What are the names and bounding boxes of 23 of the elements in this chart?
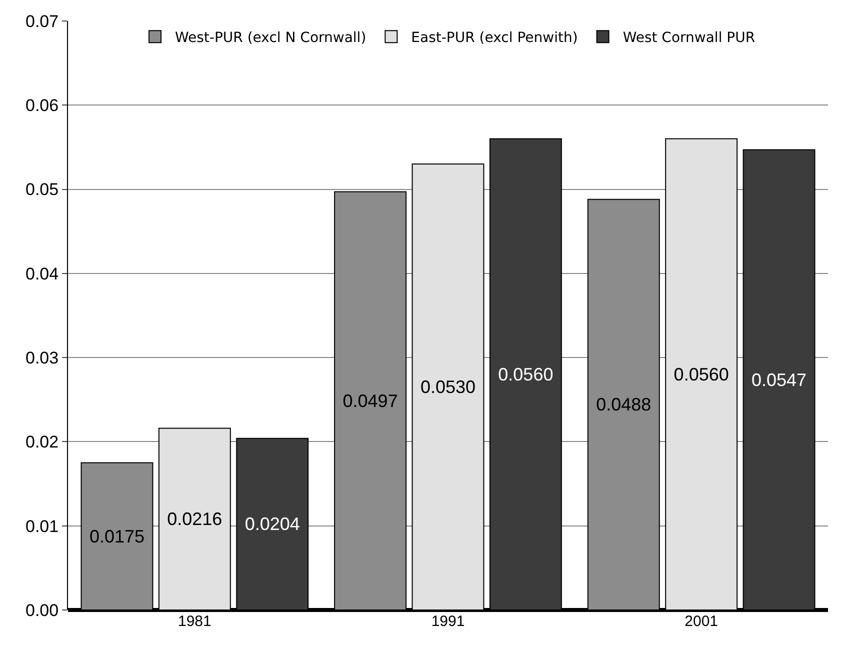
x-tick-label: 2001	[684, 613, 718, 630]
data-label: 0.0560	[498, 364, 554, 384]
y-tick-label: 0.06	[26, 96, 59, 116]
y-tick-label: 0.00	[26, 600, 59, 620]
legend-label: West-PUR (excl N Cornwall)	[175, 30, 366, 46]
data-label: 0.0547	[751, 370, 807, 390]
data-label: 0.0175	[89, 526, 145, 546]
y-tick-label: 0.01	[26, 516, 59, 536]
y-tick-label: 0.07	[26, 12, 59, 31]
data-label: 0.0530	[420, 377, 476, 398]
legend-label: East-PUR (excl Penwith)	[411, 30, 578, 46]
y-tick-label: 0.04	[26, 264, 59, 284]
data-label: 0.0488	[596, 394, 652, 415]
legend-label: West Cornwall PUR	[622, 30, 756, 46]
data-label: 0.0560	[674, 364, 729, 384]
data-label: 0.0497	[342, 390, 398, 411]
x-tick-label: 1991	[431, 613, 465, 630]
y-tick-label: 0.05	[26, 180, 59, 200]
y-tick-label: 0.02	[26, 432, 59, 452]
data-label: 0.0204	[244, 514, 300, 534]
data-label: 0.0216	[167, 509, 222, 530]
x-tick-label: 1981	[178, 613, 212, 630]
y-tick-label: 0.03	[26, 348, 59, 368]
